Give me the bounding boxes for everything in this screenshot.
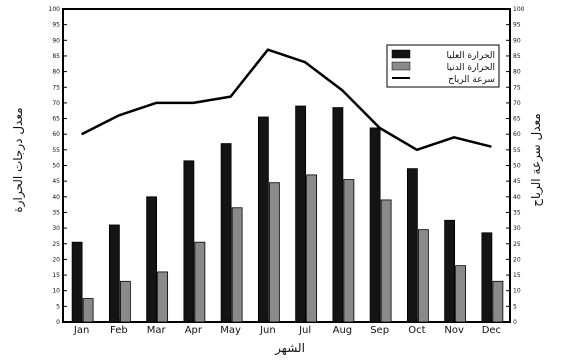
- y-tick-label-left: 10: [52, 288, 60, 295]
- legend-swatch-min-temp: [392, 62, 410, 70]
- bar-max-temp: [333, 108, 343, 322]
- y-tick-label-left: 15: [52, 272, 60, 279]
- x-tick-label: Dec: [482, 325, 501, 336]
- x-tick-label: Oct: [408, 325, 425, 336]
- y-tick-label-right: 50: [513, 163, 521, 170]
- bar-min-temp: [195, 242, 205, 322]
- y-tick-label-left: 100: [49, 6, 61, 13]
- y-tick-label-right: 100: [513, 6, 525, 13]
- bar-max-temp: [72, 242, 82, 322]
- y-tick-label-right: 60: [513, 131, 521, 138]
- y-tick-label-right: 40: [513, 194, 521, 201]
- y-tick-label-right: 75: [513, 84, 521, 91]
- y-tick-label-right: 80: [513, 69, 521, 76]
- y-tick-label-right: 15: [513, 272, 521, 279]
- x-tick-label: Feb: [110, 325, 128, 336]
- y-tick-label-left: 30: [52, 225, 60, 232]
- x-tick-label: Jan: [73, 325, 89, 336]
- y-axis-title-left: معدل درجات الحرارة: [11, 107, 26, 212]
- bar-min-temp: [307, 175, 317, 322]
- bar-max-temp: [184, 161, 194, 322]
- y-tick-label-right: 55: [513, 147, 521, 154]
- y-tick-label-right: 45: [513, 178, 521, 185]
- y-tick-label-left: 95: [52, 22, 60, 29]
- y-tick-label-right: 25: [513, 241, 521, 248]
- bar-max-temp: [109, 225, 119, 322]
- y-axis-title-right: معدل سرعة الرياح: [529, 113, 544, 207]
- y-tick-label-left: 70: [52, 100, 60, 107]
- y-tick-label-left: 35: [52, 209, 60, 216]
- y-tick-label-right: 0: [513, 319, 517, 326]
- bar-min-temp: [456, 266, 466, 322]
- y-tick-label-left: 50: [52, 163, 60, 170]
- y-tick-label-left: 75: [52, 84, 60, 91]
- bar-min-temp: [493, 281, 503, 322]
- y-tick-label-right: 90: [513, 37, 521, 44]
- x-tick-label: Aug: [333, 325, 353, 336]
- bar-max-temp: [445, 220, 455, 322]
- y-tick-label-left: 40: [52, 194, 60, 201]
- y-tick-label-left: 65: [52, 116, 60, 123]
- bar-max-temp: [258, 117, 268, 322]
- y-tick-label-left: 0: [56, 319, 60, 326]
- bar-max-temp: [482, 233, 492, 322]
- y-tick-label-right: 85: [513, 53, 521, 60]
- y-tick-label-right: 10: [513, 288, 521, 295]
- x-tick-label: Apr: [185, 325, 203, 336]
- y-tick-label-right: 70: [513, 100, 521, 107]
- y-tick-label-left: 25: [52, 241, 60, 248]
- bar-min-temp: [381, 200, 391, 322]
- y-tick-label-left: 85: [52, 53, 60, 60]
- bar-min-temp: [418, 230, 428, 322]
- y-tick-label-left: 55: [52, 147, 60, 154]
- bar-min-temp: [344, 180, 354, 322]
- x-axis-title: الشهر: [274, 341, 305, 356]
- bar-max-temp: [370, 128, 380, 322]
- x-tick-label: Jun: [259, 325, 276, 336]
- x-tick-label: Jul: [298, 325, 311, 336]
- y-tick-label-left: 60: [52, 131, 60, 138]
- legend-label-max-temp: الحرارة العليا: [447, 51, 495, 61]
- bar-max-temp: [147, 197, 157, 322]
- x-tick-label: Mar: [147, 325, 167, 336]
- bar-max-temp: [296, 106, 306, 322]
- y-tick-label-left: 80: [52, 69, 60, 76]
- x-tick-label: Sep: [370, 325, 389, 336]
- x-tick-label: May: [220, 325, 241, 336]
- legend-label-wind: سرعة الرياح: [448, 75, 495, 85]
- legend: الحرارة العليا الحرارة الدنيا سرعة الرياح: [387, 45, 499, 87]
- legend-swatch-max-temp: [392, 50, 410, 58]
- legend-label-min-temp: الحرارة الدنيا: [447, 63, 495, 73]
- bar-min-temp: [83, 299, 93, 322]
- y-tick-label-right: 95: [513, 22, 521, 29]
- y-tick-label-right: 35: [513, 209, 521, 216]
- y-tick-label-right: 20: [513, 256, 521, 263]
- bar-max-temp: [221, 144, 231, 322]
- bar-min-temp: [120, 281, 130, 322]
- y-tick-label-right: 65: [513, 116, 521, 123]
- y-tick-label-left: 20: [52, 256, 60, 263]
- x-tick-label: Nov: [444, 325, 464, 336]
- bar-min-temp: [158, 272, 168, 322]
- y-tick-label-left: 90: [52, 37, 60, 44]
- y-tick-label-right: 5: [513, 303, 517, 310]
- bar-min-temp: [269, 183, 279, 322]
- bar-max-temp: [407, 169, 417, 322]
- y-tick-label-left: 45: [52, 178, 60, 185]
- y-tick-label-right: 30: [513, 225, 521, 232]
- bar-min-temp: [232, 208, 242, 322]
- y-tick-label-left: 5: [56, 303, 60, 310]
